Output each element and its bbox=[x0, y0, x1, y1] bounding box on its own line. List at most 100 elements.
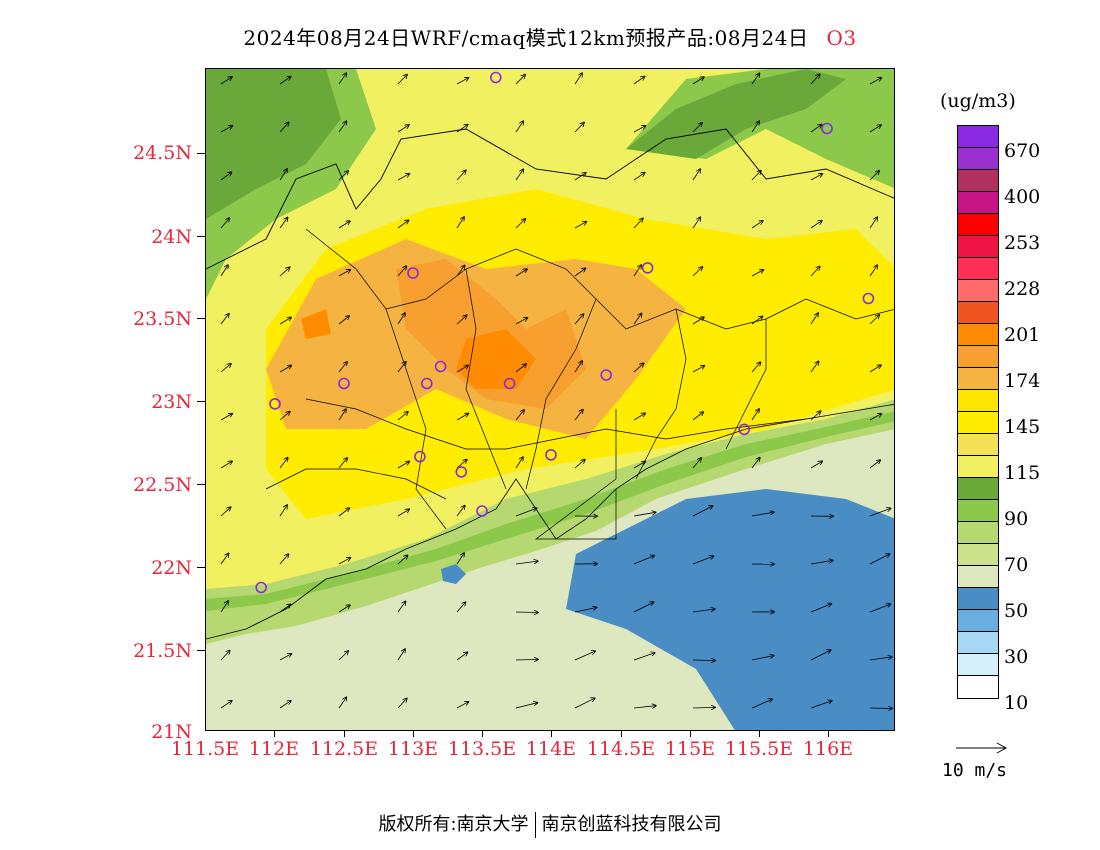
wind-arrow bbox=[279, 654, 291, 661]
colorbar-cell bbox=[958, 566, 998, 588]
wind-arrow bbox=[574, 698, 595, 709]
wind-arrow bbox=[574, 123, 584, 133]
wind-arrow bbox=[279, 77, 291, 85]
wind-arrow bbox=[220, 218, 229, 229]
colorbar-label: 145 bbox=[1004, 416, 1041, 438]
wind-arrow bbox=[751, 121, 759, 133]
wind-arrow bbox=[869, 414, 881, 421]
wind-arrow bbox=[397, 75, 407, 85]
copyright-footer: 版权所有:南京大学 南京创蓝科技有限公司 bbox=[0, 810, 1100, 838]
wind-arrow bbox=[397, 362, 406, 373]
wind-arrow bbox=[751, 316, 763, 325]
wind-arrow bbox=[338, 697, 346, 709]
peak-o3-core-west bbox=[301, 309, 331, 339]
station-marker bbox=[407, 267, 419, 279]
reference-vector-label: 10 m/s bbox=[942, 760, 1008, 781]
wind-arrow bbox=[751, 409, 759, 421]
wind-arrow bbox=[869, 315, 879, 325]
wind-arrow bbox=[692, 77, 704, 85]
wind-arrow bbox=[456, 217, 464, 229]
y-tick-label-22N: 22N bbox=[151, 557, 192, 579]
wind-arrow bbox=[869, 604, 891, 613]
wind-arrow bbox=[633, 706, 656, 708]
wind-arrow bbox=[869, 508, 891, 517]
wind-arrow bbox=[751, 458, 760, 469]
station-marker bbox=[641, 262, 654, 274]
footer-separator bbox=[534, 812, 536, 838]
wind-arrow bbox=[869, 171, 879, 181]
colorbar-cell bbox=[958, 500, 998, 522]
wind-arrow bbox=[338, 362, 347, 373]
wind-arrow bbox=[633, 602, 654, 613]
wind-arrow bbox=[397, 125, 409, 133]
wind-arrow bbox=[692, 609, 715, 613]
colorbar-label: 174 bbox=[1004, 370, 1041, 392]
wind-arrow bbox=[397, 555, 408, 565]
x-tick-label-115E: 115E bbox=[664, 738, 716, 760]
wind-arrow bbox=[810, 74, 820, 85]
y-tick bbox=[197, 318, 205, 319]
wind-arrow bbox=[633, 218, 643, 229]
wind-arrow bbox=[574, 651, 595, 661]
wind-arrow bbox=[338, 458, 347, 469]
wind-arrow bbox=[692, 412, 703, 421]
y-tick bbox=[197, 153, 205, 154]
province-boundary bbox=[206, 128, 894, 270]
wind-arrow bbox=[220, 126, 232, 133]
wind-arrow bbox=[397, 313, 405, 325]
y-tick bbox=[197, 401, 205, 402]
wind-arrow bbox=[751, 699, 772, 709]
wind-arrow bbox=[810, 604, 831, 613]
wind-arrow bbox=[869, 78, 881, 85]
wind-arrow bbox=[692, 458, 701, 469]
wind-arrow bbox=[751, 221, 763, 229]
colorbar-label: 253 bbox=[1004, 232, 1041, 254]
wind-arrow bbox=[633, 313, 642, 325]
colorbar-cell bbox=[958, 368, 998, 390]
county-boundaries bbox=[265, 228, 894, 540]
wind-arrow bbox=[633, 265, 641, 277]
x-tick-label-115.5E: 115.5E bbox=[724, 738, 794, 760]
colorbar-cell bbox=[958, 126, 998, 148]
wind-arrow bbox=[515, 219, 525, 229]
wind-arrow bbox=[338, 121, 346, 133]
wind-arrow bbox=[574, 460, 585, 469]
map-svg bbox=[206, 69, 894, 730]
wind-arrow bbox=[397, 462, 409, 469]
x-tick bbox=[482, 731, 483, 737]
wind-arrow bbox=[751, 73, 760, 85]
station-marker bbox=[414, 450, 426, 463]
wind-arrow bbox=[279, 218, 288, 229]
wind-arrow bbox=[220, 553, 229, 565]
x-tick bbox=[344, 731, 345, 737]
wind-vectors bbox=[220, 73, 892, 709]
north-green-region-inner bbox=[206, 69, 341, 219]
wind-arrow bbox=[810, 313, 818, 325]
wind-arrow bbox=[810, 461, 822, 469]
wind-arrow bbox=[456, 652, 468, 661]
wind-arrow bbox=[397, 698, 407, 709]
wind-arrow bbox=[633, 77, 645, 85]
wind-arrow bbox=[338, 508, 349, 517]
low-o3-sea-region bbox=[566, 489, 894, 730]
wind-arrow bbox=[515, 457, 523, 469]
wind-arrow bbox=[397, 220, 409, 229]
wind-arrow bbox=[220, 601, 228, 613]
wind-arrow bbox=[220, 651, 230, 661]
wind-arrow bbox=[574, 361, 582, 373]
wind-arrow bbox=[515, 269, 527, 277]
wind-arrow bbox=[338, 316, 349, 325]
colorbar-cell bbox=[958, 214, 998, 236]
wind-arrow bbox=[810, 560, 833, 565]
colorbar-cell bbox=[958, 346, 998, 368]
colorbar-label: 70 bbox=[1004, 554, 1029, 576]
wind-arrow bbox=[810, 221, 822, 229]
copyright-left: 版权所有:南京大学 bbox=[378, 814, 529, 835]
wind-arrow bbox=[279, 366, 291, 373]
station-marker bbox=[434, 360, 447, 373]
colorbar bbox=[957, 125, 999, 699]
x-tick bbox=[274, 731, 275, 737]
wind-arrow bbox=[751, 270, 763, 277]
wind-arrow bbox=[397, 601, 406, 613]
wind-arrow bbox=[338, 221, 350, 229]
